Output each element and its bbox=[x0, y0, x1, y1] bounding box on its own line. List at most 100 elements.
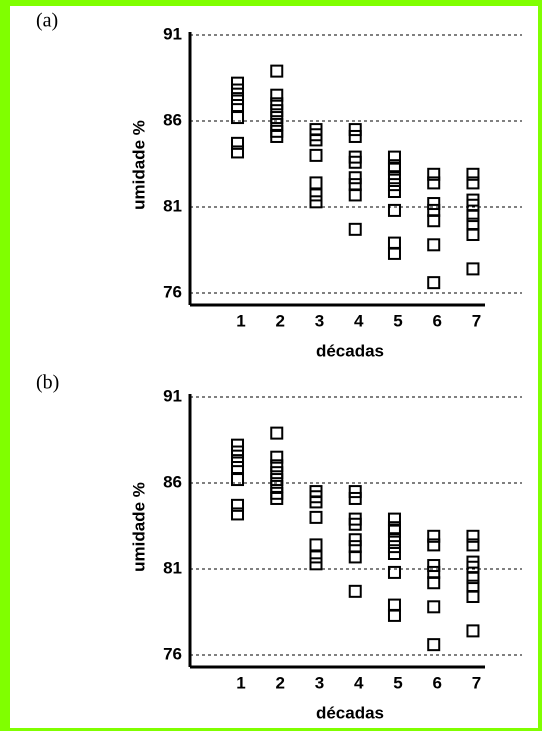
point bbox=[466, 227, 480, 241]
point bbox=[309, 495, 323, 509]
point bbox=[466, 529, 480, 543]
point bbox=[231, 454, 245, 468]
point bbox=[348, 123, 362, 137]
point bbox=[309, 538, 323, 552]
x-tick-label: 4 bbox=[354, 311, 364, 330]
point bbox=[348, 491, 362, 505]
point bbox=[427, 600, 441, 614]
point bbox=[348, 584, 362, 598]
point bbox=[309, 557, 323, 571]
point bbox=[387, 565, 401, 579]
point bbox=[231, 136, 245, 150]
point bbox=[309, 133, 323, 147]
point bbox=[231, 92, 245, 106]
point bbox=[427, 559, 441, 573]
point bbox=[348, 171, 362, 185]
y-axis-label: umidade % bbox=[129, 482, 148, 572]
point bbox=[427, 238, 441, 252]
x-tick-label: 1 bbox=[236, 311, 245, 330]
point bbox=[270, 473, 284, 487]
point bbox=[270, 459, 284, 473]
panel bbox=[10, 6, 538, 728]
point bbox=[387, 246, 401, 260]
y-tick-label: 81 bbox=[163, 196, 182, 215]
point bbox=[427, 538, 441, 552]
point bbox=[387, 546, 401, 560]
point bbox=[231, 76, 245, 90]
point bbox=[387, 540, 401, 554]
point bbox=[466, 589, 480, 603]
point bbox=[466, 538, 480, 552]
point bbox=[427, 529, 441, 543]
point bbox=[466, 624, 480, 638]
x-tick-label: 3 bbox=[315, 311, 324, 330]
point bbox=[348, 222, 362, 236]
point bbox=[309, 195, 323, 209]
point bbox=[466, 209, 480, 223]
point bbox=[387, 178, 401, 192]
point bbox=[466, 262, 480, 276]
point bbox=[387, 184, 401, 198]
point bbox=[348, 517, 362, 531]
point bbox=[427, 214, 441, 228]
y-tick-label: 86 bbox=[163, 110, 182, 129]
point bbox=[231, 461, 245, 475]
point bbox=[270, 491, 284, 505]
point bbox=[270, 450, 284, 464]
point bbox=[231, 111, 245, 125]
point bbox=[466, 176, 480, 190]
point bbox=[231, 445, 245, 459]
point bbox=[387, 608, 401, 622]
panel-label: (b) bbox=[36, 372, 59, 394]
y-tick-label: 76 bbox=[163, 282, 182, 301]
y-tick-label: 91 bbox=[163, 24, 182, 43]
x-tick-label: 6 bbox=[432, 311, 441, 330]
x-tick-label: 2 bbox=[276, 673, 285, 692]
x-tick-label: 2 bbox=[276, 311, 285, 330]
point bbox=[348, 155, 362, 169]
point bbox=[231, 473, 245, 487]
x-tick-label: 6 bbox=[432, 673, 441, 692]
point bbox=[387, 524, 401, 538]
y-tick-label: 81 bbox=[163, 558, 182, 577]
x-tick-label: 5 bbox=[393, 673, 402, 692]
point bbox=[270, 104, 284, 118]
point bbox=[231, 498, 245, 512]
point bbox=[231, 145, 245, 159]
x-tick-label: 5 bbox=[393, 311, 402, 330]
point bbox=[270, 479, 284, 493]
point bbox=[427, 276, 441, 290]
point bbox=[231, 507, 245, 521]
point bbox=[270, 111, 284, 125]
point bbox=[270, 117, 284, 131]
point bbox=[348, 188, 362, 202]
point bbox=[387, 533, 401, 547]
point bbox=[387, 162, 401, 176]
point bbox=[309, 188, 323, 202]
point bbox=[427, 176, 441, 190]
x-tick-label: 7 bbox=[472, 673, 481, 692]
point bbox=[348, 485, 362, 499]
point bbox=[466, 167, 480, 181]
point bbox=[309, 550, 323, 564]
panel-label: (a) bbox=[36, 10, 58, 32]
point bbox=[309, 176, 323, 190]
y-tick-label: 86 bbox=[163, 472, 182, 491]
point bbox=[270, 97, 284, 111]
x-tick-label: 7 bbox=[472, 311, 481, 330]
point bbox=[427, 167, 441, 181]
point bbox=[231, 438, 245, 452]
point bbox=[427, 197, 441, 211]
point bbox=[270, 426, 284, 440]
point bbox=[348, 550, 362, 564]
y-axis-label: umidade % bbox=[129, 120, 148, 210]
point bbox=[427, 576, 441, 590]
point bbox=[270, 88, 284, 102]
x-tick-label: 4 bbox=[354, 673, 364, 692]
point bbox=[270, 64, 284, 78]
y-tick-label: 76 bbox=[163, 644, 182, 663]
x-axis-label: décadas bbox=[316, 341, 384, 360]
point bbox=[270, 129, 284, 143]
point bbox=[427, 638, 441, 652]
